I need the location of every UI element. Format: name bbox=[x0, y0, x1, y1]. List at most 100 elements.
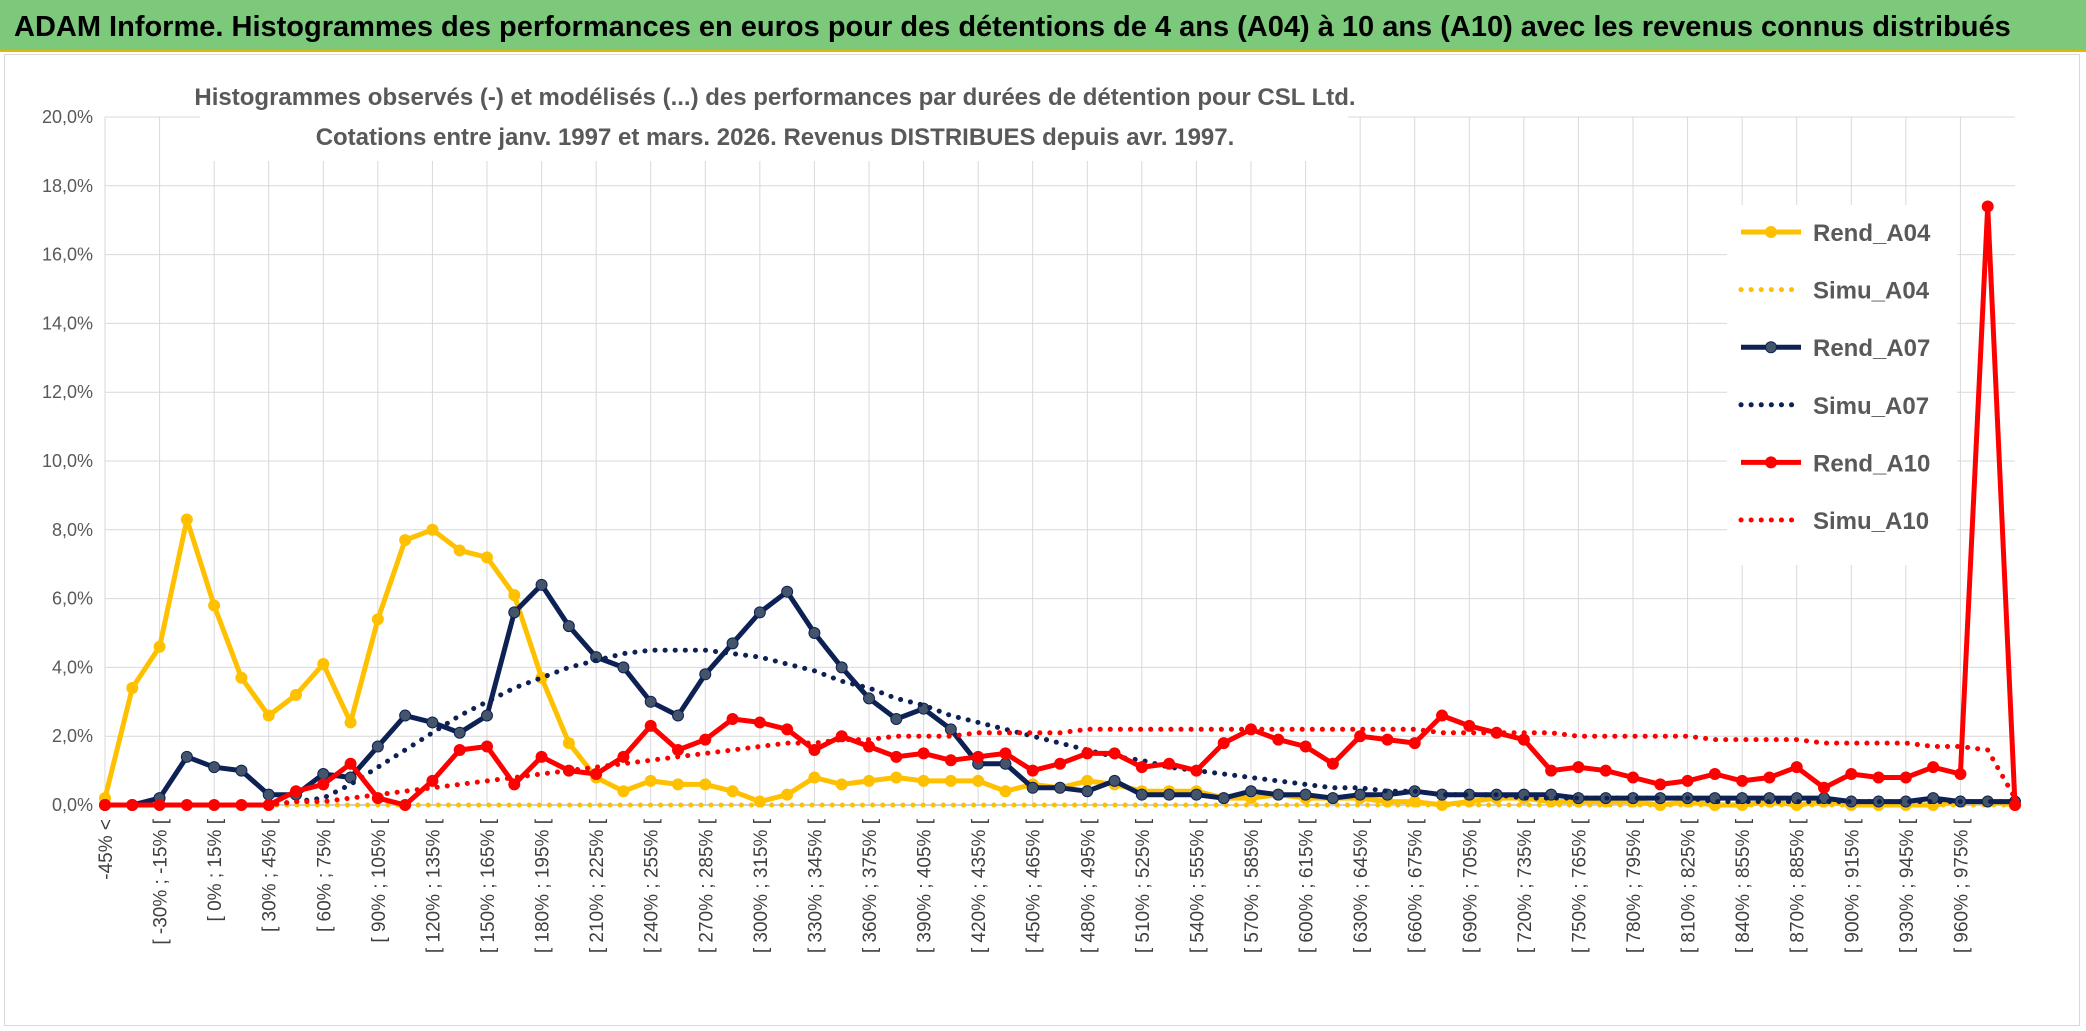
x-tick-label: [ 420% ; 435% [ bbox=[969, 818, 990, 953]
y-tick-label: 0,0% bbox=[52, 795, 93, 815]
point-rend-a10 bbox=[1627, 771, 1639, 784]
x-tick-label: [ 120% ; 135% [ bbox=[423, 818, 444, 953]
point-rend-a07 bbox=[644, 695, 657, 708]
point-rend-a10 bbox=[1872, 771, 1885, 784]
x-tick-label: [ 780% ; 795% [ bbox=[1624, 818, 1645, 953]
chart-title-backdrop bbox=[200, 61, 1348, 161]
point-rend-a07 bbox=[1190, 788, 1203, 801]
point-rend-a07 bbox=[481, 709, 493, 722]
point-rend-a04 bbox=[917, 774, 930, 787]
point-rend-a10 bbox=[753, 716, 766, 729]
chart-subtitle: Cotations entre janv. 1997 et mars. 2026… bbox=[316, 124, 1235, 151]
point-rend-a04 bbox=[481, 551, 493, 564]
point-rend-a10 bbox=[453, 743, 466, 756]
point-rend-a10 bbox=[1981, 200, 1994, 213]
legend-label: Rend_A10 bbox=[1813, 450, 1930, 477]
x-tick-label: [ 60% ; 75% [ bbox=[314, 818, 335, 932]
x-tick-label: [ 660% ; 675% [ bbox=[1406, 818, 1427, 953]
legend-backdrop bbox=[1727, 205, 1957, 565]
point-rend-a10 bbox=[1818, 781, 1830, 794]
point-rend-a10 bbox=[644, 719, 657, 732]
x-tick-label: [ 330% ; 345% [ bbox=[805, 818, 826, 953]
legend-label: Rend_A04 bbox=[1813, 220, 1931, 247]
series-line-simu-a07 bbox=[102, 647, 2018, 808]
legend-label: Rend_A07 bbox=[1813, 335, 1930, 362]
point-rend-a10 bbox=[999, 747, 1012, 760]
x-tick-label: [ 480% ; 495% [ bbox=[1078, 818, 1099, 953]
series-simu-a07 bbox=[102, 647, 2018, 808]
point-rend-a07 bbox=[863, 692, 875, 705]
point-rend-a04 bbox=[972, 774, 985, 787]
x-axis-ticks: -45% < [ -30% ; -15% [[ 0% ; 15% [[ 30% ;… bbox=[96, 818, 1972, 953]
point-rend-a10 bbox=[1408, 737, 1421, 750]
point-rend-a04 bbox=[208, 599, 221, 612]
legend-item-simu-a07: Simu_A07 bbox=[1738, 393, 1929, 420]
point-rend-a07 bbox=[808, 627, 821, 639]
point-rend-a04 bbox=[726, 785, 739, 798]
x-tick-label: [ 900% ; 915% [ bbox=[1842, 818, 1863, 953]
point-rend-a10 bbox=[290, 785, 302, 798]
point-rend-a04 bbox=[426, 523, 439, 536]
point-rend-a04 bbox=[371, 613, 384, 626]
x-tick-label: [ 870% ; 885% [ bbox=[1788, 818, 1809, 953]
x-tick-label: [ 570% ; 585% [ bbox=[1242, 818, 1263, 953]
x-tick-label: -45% < bbox=[96, 819, 117, 880]
point-rend-a10 bbox=[1654, 778, 1667, 791]
x-tick-label: [ 630% ; 645% [ bbox=[1351, 818, 1372, 953]
point-rend-a10 bbox=[1081, 747, 1094, 760]
point-rend-a07 bbox=[890, 713, 903, 725]
point-rend-a07 bbox=[672, 709, 684, 722]
y-tick-label: 4,0% bbox=[52, 657, 93, 677]
point-rend-a10 bbox=[808, 743, 821, 756]
point-rend-a07 bbox=[508, 606, 521, 619]
x-tick-label: [ 210% ; 225% [ bbox=[587, 818, 608, 953]
x-tick-label: [ 240% ; 255% [ bbox=[642, 818, 663, 953]
point-rend-a10 bbox=[1599, 764, 1612, 777]
point-rend-a07 bbox=[262, 788, 275, 801]
point-rend-a07 bbox=[453, 726, 466, 739]
point-rend-a04 bbox=[944, 774, 957, 787]
point-rend-a07 bbox=[1272, 788, 1285, 801]
point-rend-a04 bbox=[262, 709, 275, 722]
point-rend-a10 bbox=[1026, 764, 1039, 777]
point-rend-a04 bbox=[835, 778, 848, 791]
point-rend-a04 bbox=[399, 534, 412, 547]
point-rend-a10 bbox=[1163, 757, 1176, 770]
point-rend-a04 bbox=[235, 671, 248, 684]
y-tick-label: 16,0% bbox=[42, 245, 93, 265]
legend-marker bbox=[1765, 341, 1777, 354]
y-axis-ticks: 0,0% 2,0% 4,0% 6,0% 8,0% 10,0% 12,0% 14,0% 16,0%… bbox=[42, 107, 93, 815]
point-rend-a10 bbox=[1572, 761, 1585, 774]
point-rend-a10 bbox=[1517, 733, 1530, 746]
point-rend-a10 bbox=[1790, 761, 1803, 774]
point-rend-a07 bbox=[1135, 788, 1148, 801]
point-rend-a07 bbox=[535, 578, 548, 591]
point-rend-a04 bbox=[999, 785, 1012, 798]
x-tick-label: [ 0% ; 15% [ bbox=[205, 818, 226, 921]
point-rend-a07 bbox=[617, 661, 630, 674]
point-rend-a10 bbox=[781, 723, 794, 736]
point-rend-a04 bbox=[290, 688, 302, 701]
point-rend-a07 bbox=[208, 761, 221, 774]
y-tick-label: 14,0% bbox=[42, 313, 93, 333]
x-tick-label: [ 90% ; 105% [ bbox=[369, 818, 390, 942]
point-rend-a07 bbox=[180, 750, 193, 763]
point-rend-a04 bbox=[644, 774, 657, 787]
point-rend-a10 bbox=[726, 713, 739, 725]
x-tick-label: [ 690% ; 705% [ bbox=[1460, 818, 1481, 953]
point-rend-a04 bbox=[699, 778, 712, 791]
series-rend-a10 bbox=[99, 200, 2021, 811]
x-tick-label: [ 180% ; 195% [ bbox=[533, 818, 554, 953]
point-rend-a07 bbox=[562, 620, 575, 633]
point-rend-a10 bbox=[1299, 740, 1312, 753]
point-rend-a10 bbox=[481, 740, 493, 753]
point-rend-a07 bbox=[753, 606, 766, 619]
legend-item-simu-a04: Simu_A04 bbox=[1738, 278, 1930, 305]
point-rend-a10 bbox=[944, 754, 957, 767]
point-rend-a10 bbox=[1272, 733, 1285, 746]
x-tick-label: [ 810% ; 825% [ bbox=[1679, 818, 1700, 953]
point-rend-a10 bbox=[1381, 733, 1394, 746]
y-tick-label: 12,0% bbox=[42, 382, 93, 402]
y-tick-label: 10,0% bbox=[42, 451, 93, 471]
point-rend-a07 bbox=[781, 585, 794, 598]
